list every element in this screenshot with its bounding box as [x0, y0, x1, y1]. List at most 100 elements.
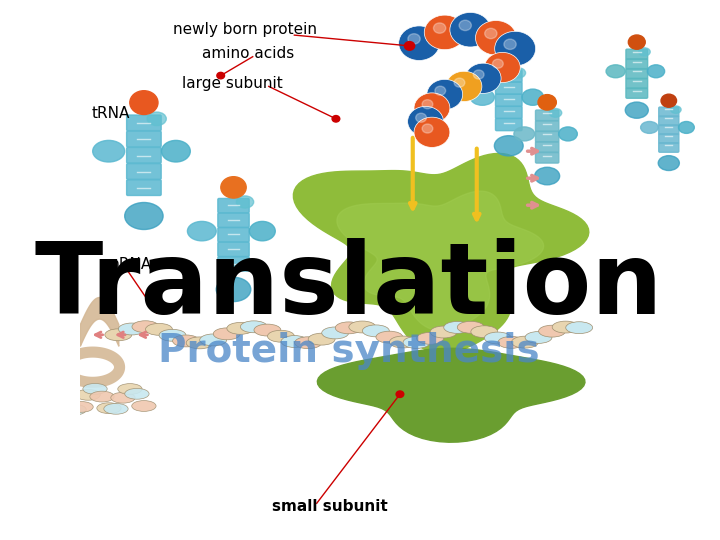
- Ellipse shape: [281, 335, 308, 347]
- FancyBboxPatch shape: [218, 228, 249, 242]
- Circle shape: [538, 94, 557, 110]
- Text: newly born protein: newly born protein: [173, 22, 317, 37]
- FancyBboxPatch shape: [626, 88, 648, 98]
- Ellipse shape: [535, 167, 559, 185]
- Circle shape: [454, 78, 465, 87]
- Ellipse shape: [430, 326, 457, 338]
- Text: small subunit: small subunit: [272, 499, 387, 514]
- Ellipse shape: [678, 122, 694, 133]
- Ellipse shape: [471, 326, 498, 338]
- Circle shape: [450, 12, 491, 47]
- Circle shape: [414, 117, 450, 147]
- Circle shape: [427, 79, 463, 110]
- Ellipse shape: [498, 336, 525, 348]
- FancyBboxPatch shape: [626, 78, 648, 89]
- Polygon shape: [337, 191, 544, 330]
- Circle shape: [422, 124, 433, 133]
- FancyBboxPatch shape: [127, 131, 161, 147]
- Ellipse shape: [147, 112, 166, 126]
- Ellipse shape: [161, 140, 190, 162]
- Ellipse shape: [111, 393, 135, 403]
- Ellipse shape: [390, 336, 416, 348]
- FancyBboxPatch shape: [127, 147, 161, 163]
- Circle shape: [433, 23, 446, 33]
- Text: Translation: Translation: [35, 238, 663, 335]
- Circle shape: [399, 26, 440, 60]
- Circle shape: [485, 28, 497, 39]
- Circle shape: [629, 35, 645, 49]
- Ellipse shape: [159, 329, 186, 341]
- Circle shape: [415, 113, 426, 122]
- Ellipse shape: [294, 337, 322, 349]
- Ellipse shape: [216, 278, 251, 301]
- Circle shape: [221, 177, 246, 198]
- FancyBboxPatch shape: [536, 141, 559, 153]
- Ellipse shape: [647, 65, 665, 78]
- Text: mRNA: mRNA: [104, 257, 151, 272]
- FancyBboxPatch shape: [659, 134, 679, 144]
- Ellipse shape: [522, 89, 544, 105]
- Circle shape: [424, 15, 465, 50]
- FancyBboxPatch shape: [536, 152, 559, 163]
- Text: large subunit: large subunit: [182, 76, 283, 91]
- FancyBboxPatch shape: [659, 107, 679, 117]
- Ellipse shape: [69, 402, 93, 413]
- Ellipse shape: [566, 322, 593, 334]
- Ellipse shape: [485, 332, 511, 344]
- Circle shape: [504, 39, 516, 50]
- Ellipse shape: [658, 156, 680, 171]
- Circle shape: [473, 70, 484, 79]
- Ellipse shape: [132, 401, 156, 411]
- FancyBboxPatch shape: [495, 82, 522, 94]
- Ellipse shape: [362, 325, 390, 337]
- Ellipse shape: [639, 48, 650, 56]
- Circle shape: [414, 93, 450, 123]
- Circle shape: [465, 63, 501, 93]
- Ellipse shape: [559, 127, 577, 141]
- Polygon shape: [318, 348, 585, 442]
- Ellipse shape: [125, 388, 149, 399]
- Text: amino acids: amino acids: [202, 46, 294, 62]
- Ellipse shape: [457, 321, 484, 333]
- Circle shape: [435, 86, 446, 95]
- Circle shape: [217, 72, 225, 79]
- Ellipse shape: [539, 325, 565, 337]
- Ellipse shape: [83, 383, 107, 394]
- Ellipse shape: [511, 68, 526, 78]
- Circle shape: [405, 42, 415, 50]
- Ellipse shape: [90, 391, 114, 402]
- Circle shape: [408, 106, 444, 137]
- FancyBboxPatch shape: [127, 164, 161, 179]
- Text: tRNA: tRNA: [91, 106, 130, 121]
- Ellipse shape: [104, 403, 128, 414]
- Ellipse shape: [105, 329, 132, 341]
- FancyBboxPatch shape: [127, 180, 161, 195]
- Ellipse shape: [403, 336, 430, 348]
- Ellipse shape: [240, 321, 267, 333]
- Ellipse shape: [93, 140, 125, 162]
- FancyBboxPatch shape: [659, 143, 679, 152]
- FancyBboxPatch shape: [495, 94, 522, 106]
- Ellipse shape: [213, 328, 240, 340]
- Ellipse shape: [132, 321, 159, 333]
- Circle shape: [446, 71, 482, 102]
- Polygon shape: [294, 153, 589, 353]
- Ellipse shape: [55, 394, 79, 405]
- Circle shape: [498, 52, 519, 70]
- Ellipse shape: [268, 330, 294, 342]
- Ellipse shape: [118, 323, 145, 335]
- Circle shape: [485, 52, 521, 83]
- Ellipse shape: [227, 322, 253, 334]
- Circle shape: [130, 91, 158, 114]
- Text: Protein synthesis: Protein synthesis: [158, 332, 539, 370]
- Ellipse shape: [186, 337, 213, 349]
- Ellipse shape: [511, 336, 539, 348]
- FancyBboxPatch shape: [536, 131, 559, 142]
- Circle shape: [459, 20, 472, 31]
- FancyBboxPatch shape: [495, 70, 522, 82]
- Circle shape: [396, 391, 404, 397]
- Circle shape: [422, 100, 433, 109]
- Ellipse shape: [376, 331, 403, 343]
- Ellipse shape: [495, 136, 523, 156]
- FancyBboxPatch shape: [626, 69, 648, 79]
